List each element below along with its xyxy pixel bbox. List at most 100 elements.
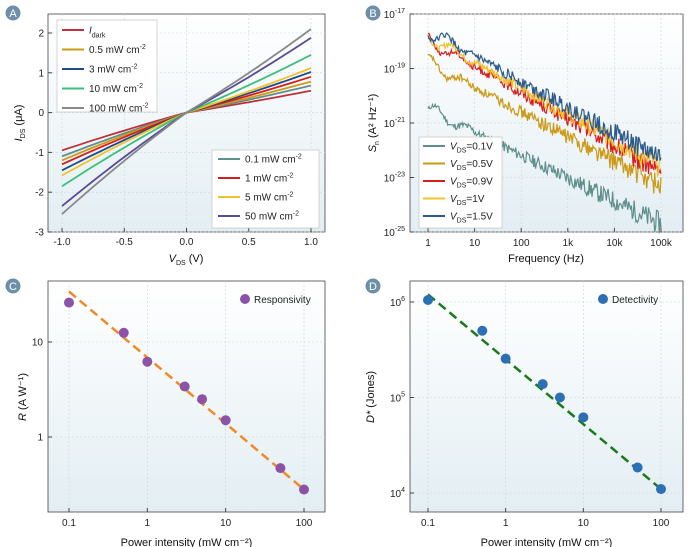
data-point	[118, 327, 129, 338]
x-tick-label: 100k	[650, 238, 673, 249]
panel-label: B	[369, 8, 376, 20]
panel-label: C	[9, 281, 17, 293]
y-tick-label: 1	[38, 68, 44, 79]
data-point	[554, 392, 565, 403]
y-axis-label: D* (Jones)	[365, 371, 377, 423]
y-tick-label: -3	[35, 228, 44, 239]
legend-marker	[240, 294, 250, 304]
legend-label: VDS=0.1V	[450, 142, 493, 155]
y-axis-label: IDS (μA)	[13, 105, 27, 142]
legend-label: 10 mW cm-2	[89, 83, 143, 95]
panel-badge	[365, 278, 381, 294]
x-tick-label: 100	[513, 238, 530, 249]
fit-line	[427, 293, 662, 491]
noise-curve	[427, 102, 662, 234]
x-tick-label: 1.0	[304, 237, 318, 248]
x-tick-label: 0.5	[242, 237, 256, 248]
data-point	[275, 463, 286, 474]
data-point	[656, 484, 666, 495]
y-tick-label: 106	[390, 296, 405, 309]
data-point	[299, 484, 309, 495]
panel-d: D 0.1 1 10 100 104 105 106 Detectivity Power inte…	[365, 278, 684, 547]
data-point	[220, 415, 231, 426]
x-tick-label: 100	[653, 518, 670, 529]
data-point	[142, 356, 153, 367]
y-tick-label: 10-17	[384, 8, 405, 21]
data-point	[578, 412, 589, 423]
legend-label: 0.5 mW cm-2	[89, 44, 146, 56]
y-tick-label: 10-25	[384, 226, 405, 239]
x-tick-label: 1	[145, 518, 151, 529]
x-tick-label: 10	[578, 518, 590, 529]
data-point	[197, 394, 208, 405]
legend-label: VDS=0.9V	[450, 177, 493, 190]
y-tick-label: -2	[35, 188, 44, 199]
x-tick-label: 0.1	[421, 518, 435, 529]
data-point	[477, 325, 488, 336]
data-point	[537, 379, 548, 390]
y-tick-label: 105	[390, 392, 405, 405]
legend-box	[56, 19, 158, 113]
panel-badge	[365, 5, 381, 21]
x-tick-label: -1.0	[53, 237, 71, 248]
y-tick-label: 0	[38, 108, 44, 119]
x-tick-label: 10	[220, 518, 232, 529]
legend-label: 1 mW cm-2	[245, 173, 294, 185]
x-tick-label: 1	[503, 518, 509, 529]
y-tick-label: 2	[38, 29, 44, 40]
x-tick-label: 0.1	[62, 518, 76, 529]
y-tick-label: -1	[35, 148, 44, 159]
y-tick-label: 10-21	[384, 117, 405, 130]
legend-label: 0.1 mW cm-2	[245, 154, 302, 166]
legend-label: VDS=1.5V	[450, 212, 493, 225]
panel-label: A	[9, 8, 17, 20]
x-tick-label: 100	[296, 518, 313, 529]
noise-curve	[427, 32, 662, 162]
y-tick-label: 10-23	[384, 172, 405, 185]
x-axis-label: VDS (V)	[169, 253, 204, 267]
plot-area	[409, 280, 684, 513]
legend-label: 5 mW cm-2	[245, 192, 294, 204]
legend-marker	[598, 294, 608, 304]
panel-badge	[5, 5, 21, 21]
legend-label: 3 mW cm-2	[89, 64, 138, 76]
panel-c: C 0.1 1 10 100 1 10 Responsivity Power intensity…	[5, 278, 326, 547]
x-tick-label: 0.0	[180, 237, 194, 248]
legend-box	[418, 136, 503, 229]
data-point	[64, 297, 74, 308]
panel-a: A -1.0 -0.5 0.0 0.5 1.0 -3 -2 -1 0 1 2 Idark 0.5 mW c…	[5, 5, 326, 267]
x-tick-label: 10	[469, 238, 481, 249]
panel-label: D	[369, 281, 377, 293]
y-axis-label: Sn (A² Hz⁻¹)	[367, 94, 381, 153]
x-axis-label: Power intensity (mW cm⁻²)	[481, 537, 613, 547]
legend-label: Detectivity	[612, 295, 658, 306]
legend-label: Responsivity	[254, 295, 311, 306]
legend-label: VDS=0.5V	[450, 159, 493, 172]
legend-label: 50 mW cm-2	[245, 211, 299, 223]
y-tick-label: 104	[390, 487, 405, 500]
data-point	[632, 462, 643, 473]
noise-curve	[427, 53, 662, 194]
y-tick-label: 1	[37, 433, 43, 444]
x-tick-label: 10k	[606, 238, 623, 249]
legend-label: 100 mW cm-2	[89, 103, 149, 115]
x-axis-label: Power intensity (mW cm⁻²)	[121, 537, 253, 547]
legend-label: Idark	[89, 26, 106, 40]
iv-curve	[61, 28, 312, 215]
x-tick-label: -0.5	[116, 237, 134, 248]
plot-area	[47, 280, 326, 513]
fit-line	[68, 290, 305, 491]
x-tick-label: 1k	[563, 238, 575, 249]
x-tick-label: 1	[425, 238, 431, 249]
legend-label: VDS=1V	[450, 194, 485, 207]
y-axis-label: R (A W⁻¹)	[17, 373, 29, 421]
data-point	[423, 294, 433, 305]
y-tick-label: 10-19	[384, 63, 405, 76]
y-tick-label: 10	[32, 338, 44, 349]
data-point	[179, 381, 190, 392]
data-point	[500, 353, 511, 364]
x-axis-label: Frequency (Hz)	[508, 253, 584, 265]
panel-b: B 1 10 100 1k 10k 100k 10-17 10-19 10-21 10-23 10-2…	[365, 5, 684, 265]
panel-badge	[5, 278, 21, 294]
